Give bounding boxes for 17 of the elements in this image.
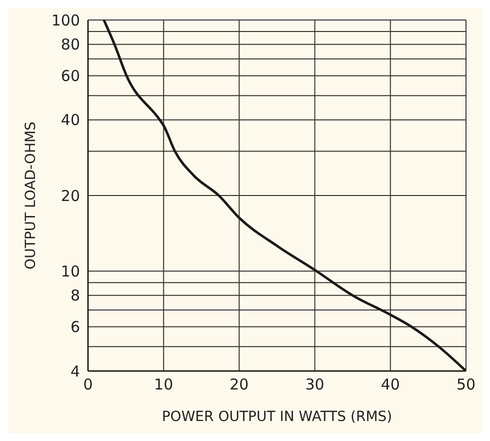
y-tick-label: 8 (70, 286, 80, 305)
x-tick-label: 30 (305, 376, 324, 394)
y-tick-label: 40 (60, 111, 80, 130)
y-tick-label: 10 (60, 262, 80, 280)
y-tick-label: 20 (60, 186, 80, 205)
x-tick-label: 10 (154, 376, 174, 394)
x-tick-label: 40 (380, 376, 400, 394)
y-axis-title: OUTPUT LOAD-OHMS (22, 121, 39, 270)
y-tick-label: 100 (51, 11, 80, 30)
y-tick-label: 60 (60, 67, 80, 86)
y-tick-label: 4 (70, 362, 80, 380)
x-axis-title: POWER OUTPUT IN WATTS (RMS) (162, 409, 392, 425)
x-tick-label: 50 (456, 376, 476, 394)
x-tick-label: 0 (83, 376, 93, 394)
x-tick-label: 20 (230, 376, 249, 394)
y-tick-label: 80 (60, 36, 80, 54)
y-tick-label: 6 (70, 318, 80, 336)
